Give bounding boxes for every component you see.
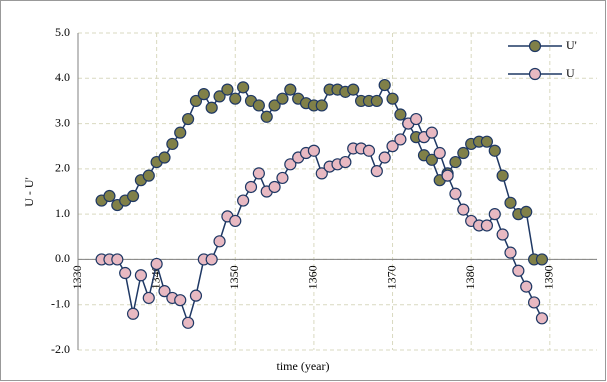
point <box>189 94 203 108</box>
x-axis-label: time (year) <box>277 359 330 373</box>
point <box>488 144 501 157</box>
point <box>197 88 210 101</box>
point <box>378 151 391 164</box>
y-axis-label: U - U' <box>22 177 36 207</box>
point <box>535 253 549 266</box>
point <box>441 169 454 182</box>
point <box>527 296 541 309</box>
point <box>362 144 376 157</box>
point <box>142 169 155 182</box>
point <box>457 203 470 216</box>
point <box>158 285 171 298</box>
point <box>244 180 258 194</box>
point <box>252 167 265 180</box>
point <box>449 155 462 169</box>
point <box>158 151 171 164</box>
point <box>433 146 446 160</box>
legend-label: U <box>566 66 575 80</box>
point <box>394 133 407 146</box>
point <box>370 165 383 178</box>
point <box>370 94 383 108</box>
point <box>520 205 533 218</box>
point <box>181 112 195 126</box>
point <box>386 92 399 105</box>
point <box>488 208 501 221</box>
point <box>126 189 140 203</box>
point <box>378 78 391 92</box>
point <box>307 144 321 157</box>
point <box>504 196 517 209</box>
point <box>237 81 250 94</box>
x-tick-label: 1390 <box>542 265 556 289</box>
point <box>339 155 352 169</box>
point <box>103 189 116 203</box>
point <box>268 180 281 194</box>
point <box>535 312 549 325</box>
point <box>174 294 187 307</box>
y-tick-label: 4.0 <box>55 70 70 84</box>
point <box>315 167 328 180</box>
point <box>496 169 509 182</box>
point <box>284 83 297 96</box>
point <box>480 219 494 232</box>
y-tick-label: 0.0 <box>55 251 70 265</box>
y-tick-label: -2.0 <box>51 342 70 356</box>
legend-marker <box>528 39 542 53</box>
point <box>205 101 218 114</box>
point <box>386 140 399 153</box>
point <box>150 257 163 271</box>
point <box>111 253 124 266</box>
point <box>347 83 360 96</box>
point <box>449 187 462 200</box>
point <box>512 264 525 277</box>
y-tick-label: 3.0 <box>55 115 70 129</box>
y-tick-label: 1.0 <box>55 206 70 220</box>
x-tick-label: 1350 <box>227 265 241 289</box>
point <box>252 99 265 112</box>
point <box>457 146 470 160</box>
x-tick-label: 1380 <box>463 265 477 289</box>
legend-label: U' <box>566 38 577 52</box>
point <box>213 235 226 248</box>
point <box>213 90 226 103</box>
point <box>221 83 234 96</box>
point <box>126 307 140 320</box>
point <box>237 194 250 207</box>
point <box>229 214 242 228</box>
y-tick-label: 5.0 <box>55 25 70 39</box>
point <box>142 291 155 305</box>
point <box>276 92 289 105</box>
point <box>189 289 203 302</box>
point <box>181 316 195 329</box>
x-tick-label: 1360 <box>306 265 320 289</box>
point <box>520 280 533 293</box>
point <box>119 266 132 280</box>
point <box>260 110 273 123</box>
point <box>425 126 438 139</box>
point <box>496 228 509 241</box>
point <box>480 135 494 148</box>
point <box>284 158 297 171</box>
y-tick-label: -1.0 <box>51 296 70 310</box>
point <box>394 108 407 121</box>
x-tick-label: 1370 <box>384 265 398 289</box>
point <box>315 99 328 112</box>
legend-marker <box>528 67 542 81</box>
point <box>410 112 423 126</box>
y-tick-label: 2.0 <box>55 161 70 175</box>
point <box>205 253 218 266</box>
x-tick-label: 1330 <box>70 265 84 289</box>
point <box>174 126 187 139</box>
point <box>504 246 517 259</box>
point <box>134 269 148 282</box>
point <box>166 137 179 151</box>
point <box>229 92 242 105</box>
point <box>276 171 289 185</box>
point <box>268 99 281 112</box>
point <box>425 153 438 166</box>
